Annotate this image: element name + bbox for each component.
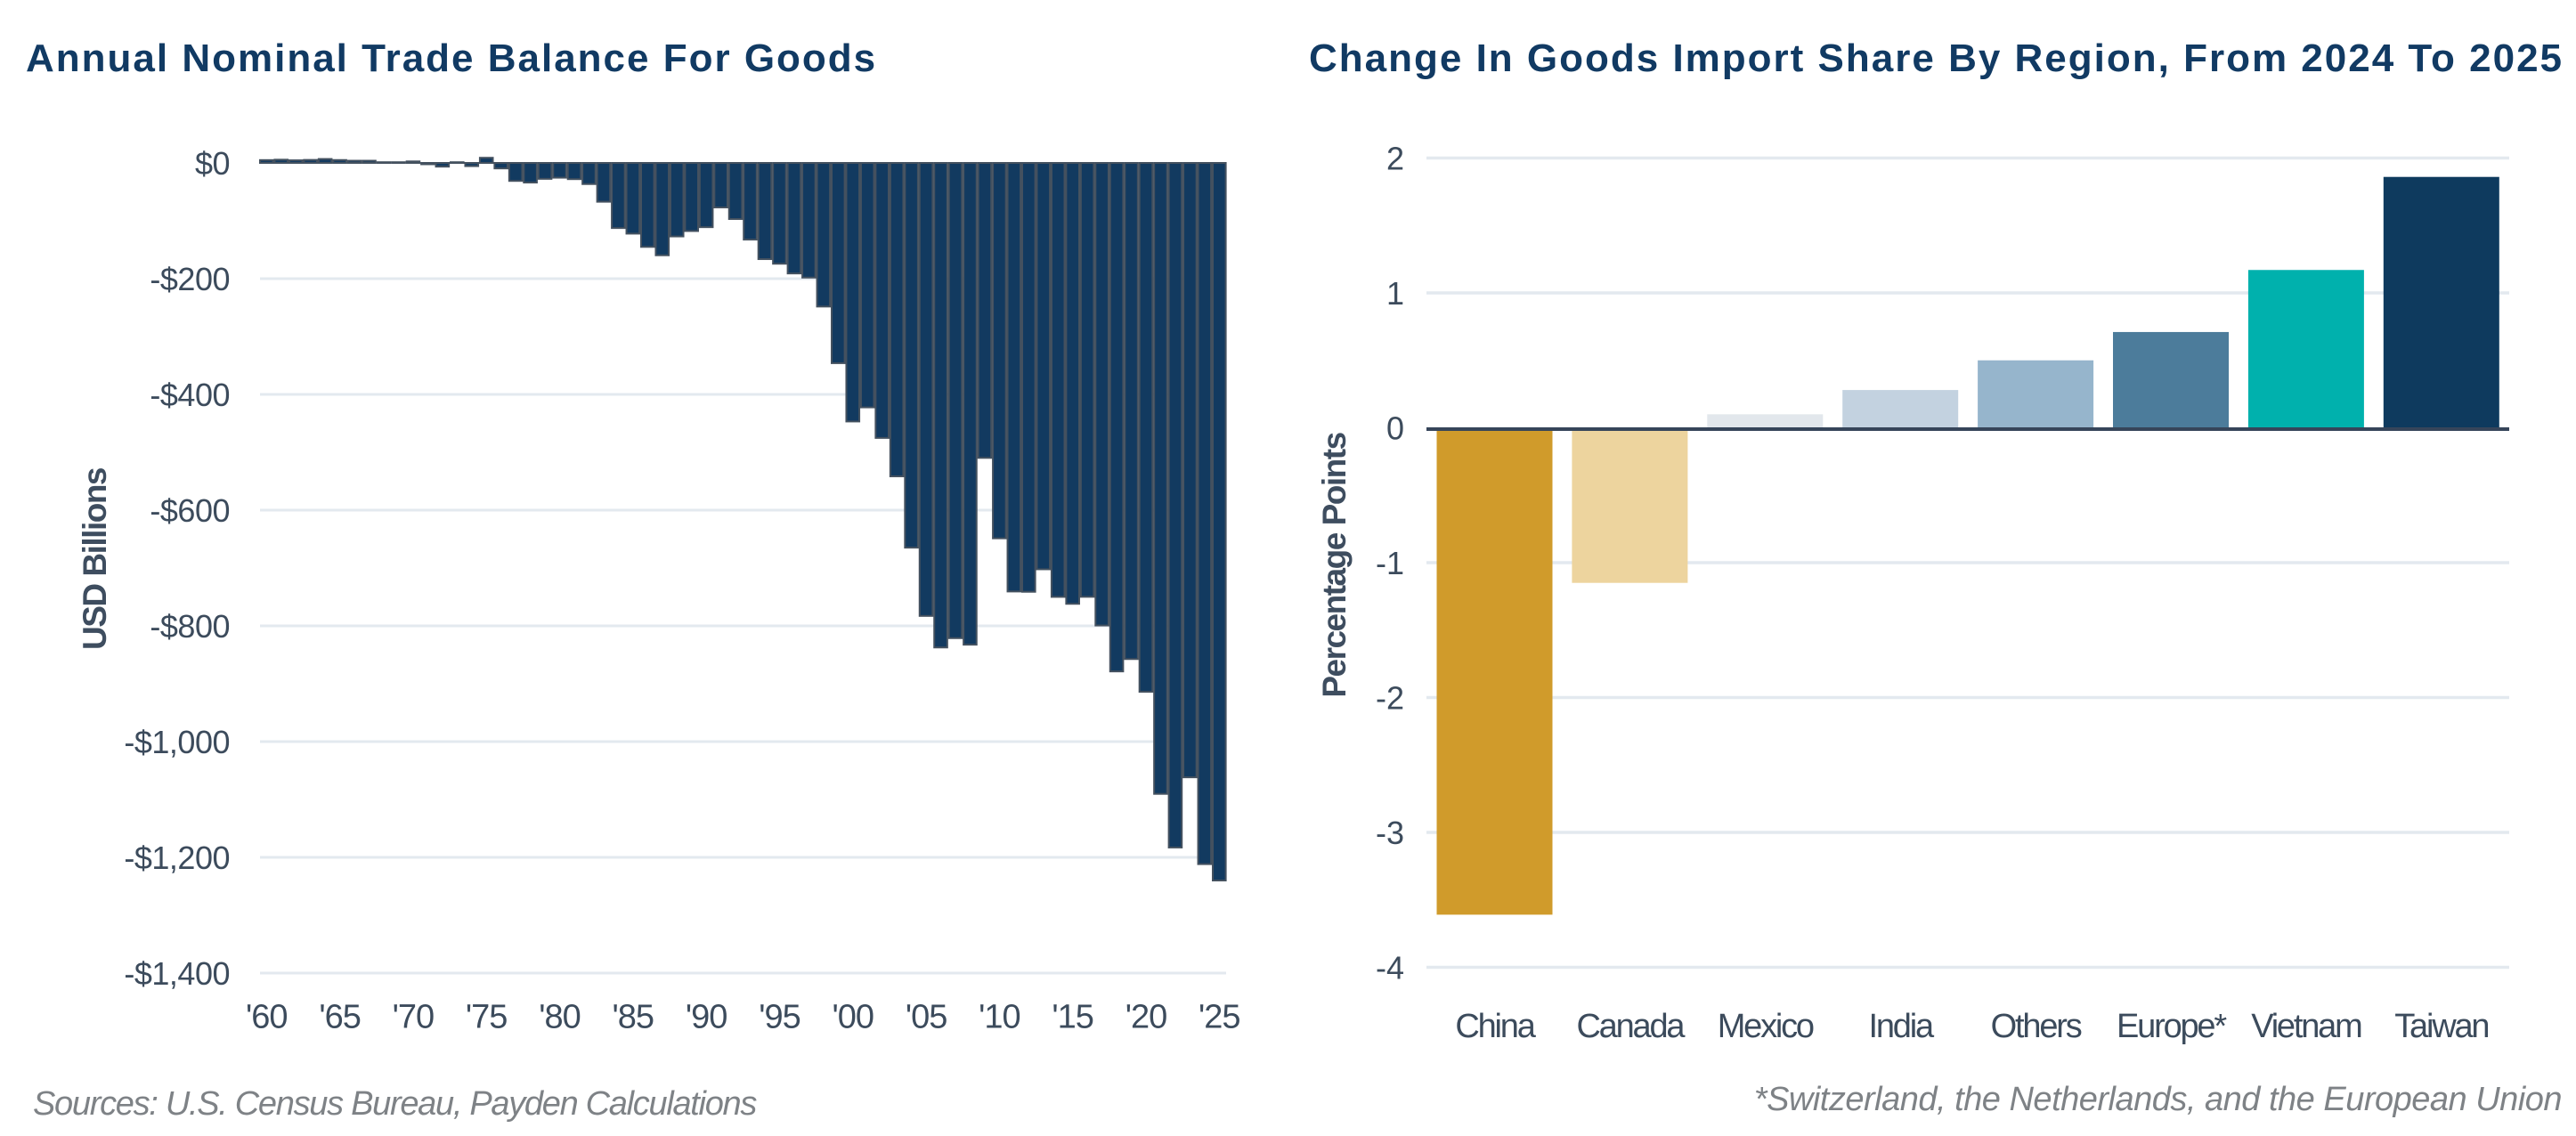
svg-text:'25: '25 <box>1199 999 1240 1036</box>
svg-text:-$200: -$200 <box>150 261 230 297</box>
svg-text:-$800: -$800 <box>150 608 230 645</box>
svg-text:Taiwan: Taiwan <box>2394 1008 2488 1045</box>
svg-text:'00: '00 <box>833 999 874 1036</box>
svg-text:'70: '70 <box>393 999 435 1036</box>
svg-text:-2: -2 <box>1376 680 1404 717</box>
svg-text:'60: '60 <box>246 999 288 1036</box>
svg-text:1: 1 <box>1386 275 1404 312</box>
svg-text:Sources: U.S. Census Bureau, P: Sources: U.S. Census Bureau, Payden Calc… <box>33 1085 757 1123</box>
svg-text:-$1,200: -$1,200 <box>124 840 230 876</box>
svg-text:-1: -1 <box>1376 545 1404 581</box>
svg-text:-$600: -$600 <box>150 492 230 529</box>
svg-text:'95: '95 <box>759 999 800 1036</box>
svg-text:0: 0 <box>1386 410 1404 447</box>
svg-text:Mexico: Mexico <box>1718 1008 1814 1045</box>
svg-text:'05: '05 <box>906 999 947 1036</box>
svg-text:'15: '15 <box>1052 999 1093 1036</box>
svg-text:2: 2 <box>1386 141 1404 177</box>
svg-text:Percentage Points: Percentage Points <box>1316 432 1353 697</box>
svg-text:Change In Goods Import Share B: Change In Goods Import Share By Region, … <box>1309 37 2564 80</box>
svg-text:'80: '80 <box>539 999 581 1036</box>
svg-text:-3: -3 <box>1376 815 1404 851</box>
svg-text:Canada: Canada <box>1576 1008 1686 1045</box>
svg-text:'85: '85 <box>613 999 654 1036</box>
svg-text:-4: -4 <box>1376 950 1404 986</box>
svg-text:'75: '75 <box>466 999 508 1036</box>
svg-text:China: China <box>1455 1008 1536 1045</box>
svg-text:-$1,000: -$1,000 <box>124 724 230 760</box>
svg-text:-$400: -$400 <box>150 377 230 413</box>
svg-text:Annual Nominal Trade Balance F: Annual Nominal Trade Balance For Goods <box>26 37 877 80</box>
svg-text:USD Billions: USD Billions <box>77 467 113 650</box>
svg-text:*Switzerland, the Netherlands,: *Switzerland, the Netherlands, and the E… <box>1754 1081 2562 1118</box>
svg-text:Others: Others <box>1991 1008 2082 1045</box>
svg-text:India: India <box>1868 1008 1934 1045</box>
svg-text:'90: '90 <box>686 999 727 1036</box>
svg-text:$0: $0 <box>195 145 230 182</box>
svg-text:Vietnam: Vietnam <box>2251 1008 2361 1045</box>
svg-text:-$1,400: -$1,400 <box>124 955 230 992</box>
svg-text:'65: '65 <box>319 999 361 1036</box>
svg-text:'10: '10 <box>979 999 1020 1036</box>
svg-text:'20: '20 <box>1125 999 1167 1036</box>
svg-text:Europe*: Europe* <box>2117 1008 2227 1045</box>
